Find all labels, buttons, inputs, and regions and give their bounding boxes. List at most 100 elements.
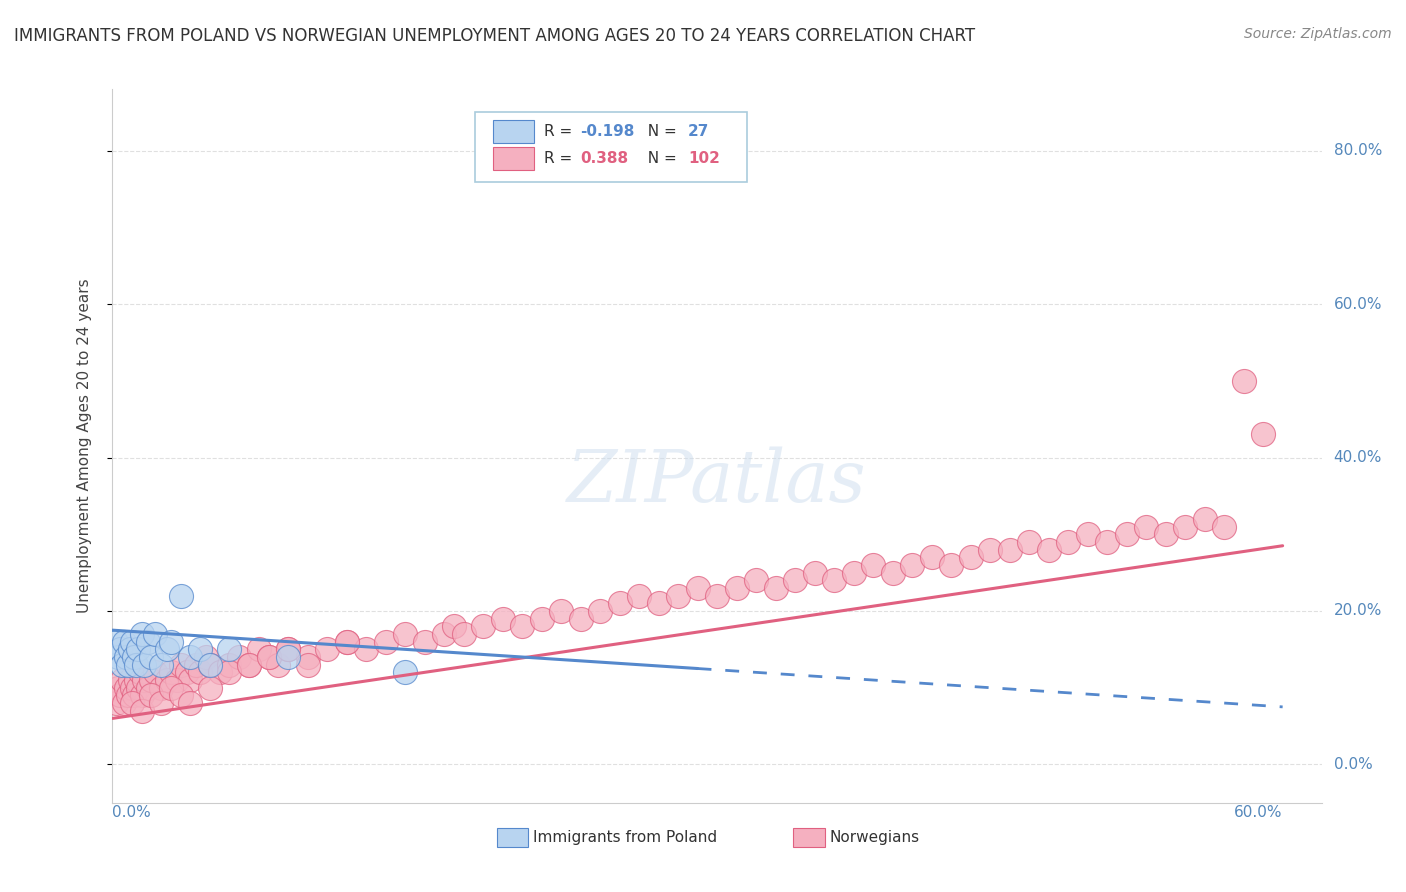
- Text: N =: N =: [638, 151, 682, 166]
- Text: 102: 102: [688, 151, 720, 166]
- FancyBboxPatch shape: [496, 829, 529, 847]
- Point: [609, 596, 631, 610]
- Point: [1077, 527, 1099, 541]
- Point: [882, 566, 904, 580]
- Point: [208, 665, 231, 680]
- Point: [112, 634, 135, 648]
- Text: Norwegians: Norwegians: [830, 830, 920, 846]
- Point: [125, 673, 148, 687]
- Point: [170, 657, 193, 672]
- Point: [136, 681, 159, 695]
- Point: [141, 650, 163, 665]
- Point: [121, 681, 143, 695]
- Text: 0.0%: 0.0%: [112, 805, 152, 820]
- Text: ZIPatlas: ZIPatlas: [567, 446, 868, 517]
- Point: [1174, 519, 1197, 533]
- Point: [179, 696, 201, 710]
- Point: [491, 612, 513, 626]
- Point: [1213, 519, 1236, 533]
- Text: 20.0%: 20.0%: [1334, 604, 1382, 618]
- Point: [277, 650, 299, 665]
- Point: [335, 634, 357, 648]
- Point: [115, 681, 138, 695]
- Point: [105, 696, 128, 710]
- Point: [238, 657, 260, 672]
- Point: [745, 574, 768, 588]
- Point: [686, 581, 709, 595]
- Point: [111, 657, 134, 672]
- Point: [1194, 512, 1216, 526]
- Point: [110, 689, 132, 703]
- Point: [394, 665, 416, 680]
- Point: [316, 642, 339, 657]
- FancyBboxPatch shape: [793, 829, 825, 847]
- Point: [115, 650, 138, 665]
- Point: [218, 665, 240, 680]
- Point: [257, 650, 280, 665]
- Point: [297, 657, 319, 672]
- Point: [150, 696, 173, 710]
- Point: [218, 642, 240, 657]
- Text: 60.0%: 60.0%: [1334, 296, 1382, 311]
- Point: [107, 681, 129, 695]
- Point: [1038, 542, 1060, 557]
- Point: [297, 650, 319, 665]
- Point: [823, 574, 845, 588]
- Point: [803, 566, 825, 580]
- Point: [979, 542, 1001, 557]
- Point: [132, 673, 155, 687]
- Point: [131, 627, 153, 641]
- Point: [121, 634, 143, 648]
- Point: [170, 589, 193, 603]
- Point: [160, 665, 183, 680]
- Point: [107, 650, 129, 665]
- Point: [166, 673, 188, 687]
- Point: [125, 657, 148, 672]
- Point: [277, 642, 299, 657]
- Point: [413, 634, 436, 648]
- Point: [160, 634, 183, 648]
- Point: [188, 665, 211, 680]
- Point: [921, 550, 943, 565]
- Point: [228, 650, 250, 665]
- Point: [117, 657, 139, 672]
- Point: [128, 665, 150, 680]
- Point: [394, 627, 416, 641]
- Point: [122, 689, 145, 703]
- Text: 0.0%: 0.0%: [1334, 757, 1372, 772]
- Point: [117, 689, 139, 703]
- Point: [862, 558, 884, 572]
- Point: [374, 634, 396, 648]
- Point: [510, 619, 533, 633]
- Point: [939, 558, 962, 572]
- Point: [179, 673, 201, 687]
- Point: [105, 634, 128, 648]
- Point: [725, 581, 748, 595]
- Text: 0.388: 0.388: [581, 151, 628, 166]
- Text: R =: R =: [544, 124, 578, 139]
- Y-axis label: Unemployment Among Ages 20 to 24 years: Unemployment Among Ages 20 to 24 years: [77, 278, 91, 614]
- Point: [118, 673, 141, 687]
- Point: [277, 642, 299, 657]
- Point: [198, 657, 221, 672]
- FancyBboxPatch shape: [494, 147, 534, 169]
- Text: N =: N =: [638, 124, 682, 139]
- Point: [111, 673, 134, 687]
- Point: [267, 657, 290, 672]
- Text: 40.0%: 40.0%: [1334, 450, 1382, 465]
- Text: R =: R =: [544, 151, 578, 166]
- Point: [530, 612, 553, 626]
- Point: [706, 589, 728, 603]
- Point: [150, 681, 173, 695]
- Point: [112, 696, 135, 710]
- Text: Source: ZipAtlas.com: Source: ZipAtlas.com: [1244, 27, 1392, 41]
- Point: [1115, 527, 1137, 541]
- Point: [186, 657, 208, 672]
- Point: [842, 566, 865, 580]
- Point: [198, 657, 221, 672]
- Point: [354, 642, 377, 657]
- Point: [136, 634, 159, 648]
- Point: [121, 696, 143, 710]
- Point: [335, 634, 357, 648]
- Point: [1095, 535, 1118, 549]
